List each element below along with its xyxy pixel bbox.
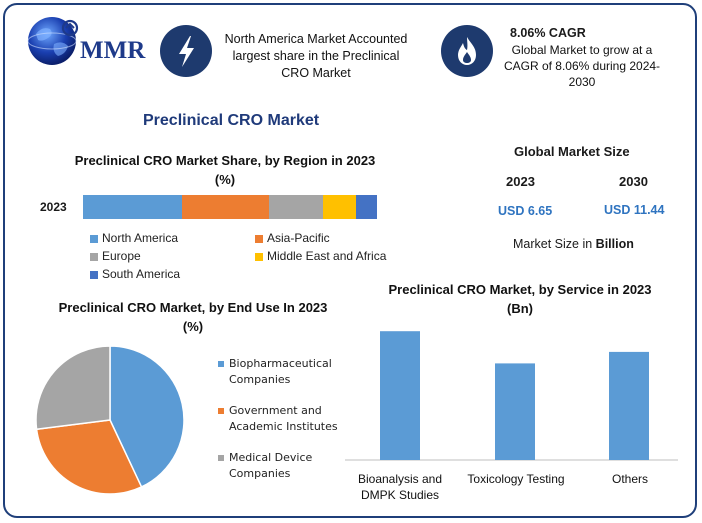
legend-swatch-south-america [90, 271, 98, 279]
global-market-title: Global Market Size [514, 144, 630, 159]
legend-swatch-mea [255, 253, 263, 261]
legend-swatch-biopharma [218, 361, 224, 367]
pie-slice-biopharmaceutical-companies [109, 345, 185, 488]
globe-icon [27, 17, 79, 65]
enduse-chart-title: Preclinical CRO Market, by End Use In 20… [58, 300, 328, 334]
pie-slice-government-and-academic-institutes [35, 419, 143, 495]
region-segment-south-america [356, 195, 377, 219]
logo-text: MMR [80, 37, 146, 64]
service-bar-chart [345, 331, 678, 461]
service-chart-title: Preclinical CRO Market, by Service in 20… [388, 282, 652, 316]
cagr-note: Global Market to grow at a CAGR of 8.06%… [503, 43, 661, 89]
legend-south-america: South America [102, 267, 181, 281]
legend-medical-device: Medical Device Companies [229, 451, 313, 480]
service-bar-3 [609, 351, 649, 460]
service-xlabel-bioanalysis: Bioanalysis and DMPK Studies [357, 472, 443, 502]
global-year-2023: 2023 [506, 174, 535, 189]
bolt-icon [160, 25, 212, 77]
page-title: Preclinical CRO Market [143, 112, 320, 129]
region-segment-asia-pacific [182, 195, 269, 219]
legend-biopharma: Biopharmaceutical Companies [229, 357, 332, 386]
legend-asia-pacific: Asia-Pacific [267, 231, 330, 245]
legend-europe: Europe [102, 249, 141, 263]
legend-swatch-asia-pacific [255, 235, 263, 243]
service-bar-1 [380, 331, 420, 460]
region-chart-title: Preclinical CRO Market Share, by Region … [74, 153, 376, 187]
legend-swatch-europe [90, 253, 98, 261]
global-year-2030: 2030 [619, 174, 648, 189]
global-value-2023: USD 6.65 [498, 204, 553, 218]
legend-swatch-medical-device [218, 455, 224, 461]
region-segment-middle-east-and-africa [323, 195, 356, 219]
region-stacked-bar [83, 195, 377, 219]
region-segment-europe [269, 195, 323, 219]
legend-swatch-north-america [90, 235, 98, 243]
legend-mea: Middle East and Africa [267, 249, 387, 263]
enduse-pie [35, 345, 185, 495]
pie-slice-medical-device-companies [35, 345, 111, 431]
flame-icon [441, 25, 493, 77]
cagr-title: 8.06% CAGR [510, 26, 586, 40]
market-size-unit-note: Market Size in Billion [513, 237, 634, 251]
region-segment-north-america [83, 195, 182, 219]
legend-north-america: North America [102, 231, 179, 245]
global-value-2030: USD 11.44 [604, 203, 665, 217]
legend-government: Government and Academic Institutes [229, 404, 338, 433]
service-bar-2 [495, 363, 535, 460]
legend-swatch-government [218, 408, 224, 414]
region-bar-category: 2023 [40, 200, 67, 214]
north-america-note: North America Market Accounted largest s… [224, 32, 408, 80]
service-xlabel-others: Others [611, 472, 648, 486]
service-xlabel-toxicology: Toxicology Testing [467, 472, 565, 486]
